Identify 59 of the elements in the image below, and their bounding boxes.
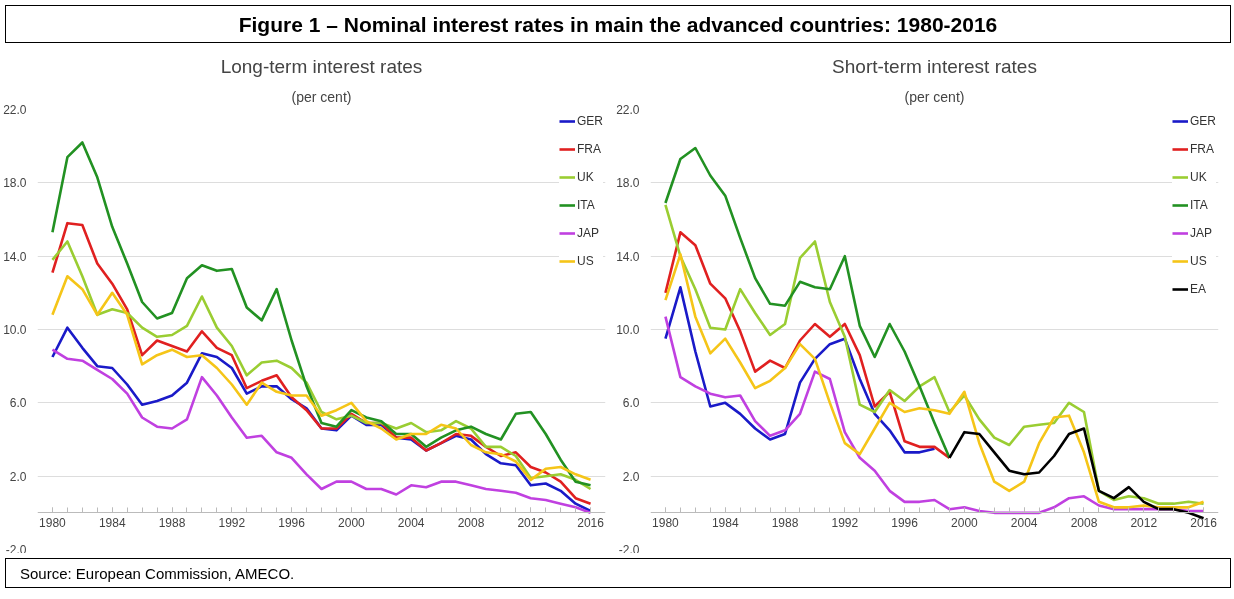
x-tick-label: 1992 <box>218 515 246 530</box>
x-tick-label: 2004 <box>397 515 425 530</box>
x-tick-label: 1988 <box>771 515 799 530</box>
y-tick-label: 2.0 <box>9 469 27 484</box>
legend-label: GER <box>1189 114 1216 128</box>
x-tick-label: 2008 <box>1070 515 1098 530</box>
x-tick-label: 2008 <box>457 515 485 530</box>
y-tick-label: 18.0 <box>3 176 27 191</box>
legend-label: EA <box>1189 282 1207 296</box>
chart-title: Long-term interest rates <box>220 55 423 77</box>
x-tick-label: 1980 <box>652 515 680 530</box>
x-tick-label: 1996 <box>891 515 919 530</box>
line-series <box>51 275 592 482</box>
x-tick-label: 2016 <box>1190 515 1218 530</box>
x-tick-label: 1992 <box>831 515 859 530</box>
x-tick-label: 2000 <box>338 515 366 530</box>
line-series <box>664 286 936 454</box>
line-series <box>664 253 1205 509</box>
chart-subtitle: (per cent) <box>291 88 352 105</box>
y-tick-label: 22.0 <box>3 103 27 117</box>
y-tick-label: -2.0 <box>5 542 27 557</box>
y-tick-label: 14.0 <box>3 249 27 264</box>
x-tick-label: 1996 <box>278 515 306 530</box>
x-tick-label: 2004 <box>1010 515 1038 530</box>
legend-label: FRA <box>576 142 601 156</box>
line-series <box>664 146 951 460</box>
y-tick-label: 2.0 <box>622 469 640 484</box>
x-tick-label: 2000 <box>951 515 979 530</box>
chart-subtitle: (per cent) <box>904 88 965 105</box>
legend-label: ITA <box>1189 198 1209 212</box>
legend-label: JAP <box>1189 226 1212 240</box>
y-tick-label: -2.0 <box>618 542 640 557</box>
chart-title: Short-term interest rates <box>832 55 1037 77</box>
legend-label: JAP <box>576 226 599 240</box>
x-tick-label: 1984 <box>98 515 126 530</box>
source-note: Source: European Commission, AMECO. <box>20 564 295 584</box>
y-tick-label: 6.0 <box>622 396 640 411</box>
legend-label: US <box>1189 254 1208 268</box>
y-tick-label: 18.0 <box>616 176 640 191</box>
y-tick-label: 10.0 <box>3 323 27 337</box>
y-tick-label: 6.0 <box>9 396 27 411</box>
legend-label: GER <box>576 114 603 128</box>
y-tick-label: 14.0 <box>616 249 640 264</box>
legend-label: FRA <box>1189 142 1214 156</box>
y-tick-label: 10.0 <box>616 323 640 337</box>
x-tick-label: 2016 <box>577 515 605 530</box>
x-tick-label: 1984 <box>711 515 739 530</box>
y-tick-label: 22.0 <box>616 103 640 117</box>
legend-label: US <box>576 254 595 268</box>
caption: Figure 1 – Nominal interest rates in main the advanced countries: 1980-2016 <box>238 12 998 38</box>
x-tick-label: 1988 <box>158 515 186 530</box>
x-tick-label: 1980 <box>39 515 67 530</box>
legend-label: UK <box>576 170 595 184</box>
legend-label: ITA <box>576 198 596 212</box>
line-series <box>664 315 1205 515</box>
x-tick-label: 2012 <box>517 515 545 530</box>
line-series <box>948 427 1205 520</box>
x-tick-label: 2012 <box>1130 515 1158 530</box>
legend-label: UK <box>1189 170 1208 184</box>
